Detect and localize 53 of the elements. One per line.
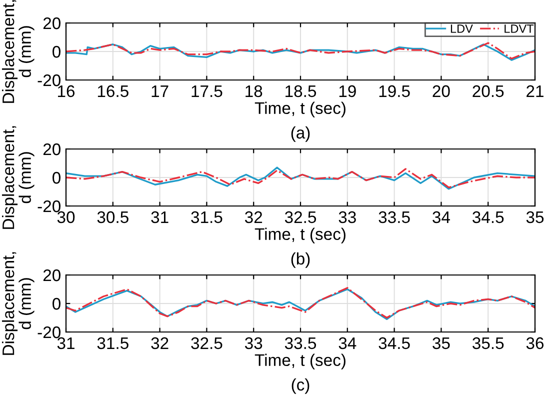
x-tick-label: 35.5 bbox=[472, 337, 504, 350]
x-tick-label: 21 bbox=[526, 85, 544, 97]
x-tick-label: 31 bbox=[151, 211, 168, 224]
y-tick-label: -20 bbox=[38, 74, 60, 86]
x-axis-title: Time, t (sec) bbox=[254, 102, 346, 118]
x-tick-label: 17 bbox=[152, 85, 168, 97]
legend-label: LDVT bbox=[504, 24, 534, 33]
y-tick-label: -20 bbox=[38, 326, 60, 338]
y-axis-title: Displacement, d (mm) bbox=[2, 126, 34, 229]
y-tick-label: 0 bbox=[52, 46, 60, 58]
text: (a) bbox=[291, 126, 310, 142]
x-tick-label: 31.5 bbox=[97, 337, 128, 350]
x-tick-label: 19.5 bbox=[379, 85, 410, 98]
x-tick-label: 32 bbox=[151, 337, 168, 350]
x-tick-label: 20 bbox=[432, 85, 450, 98]
x-tick-label: 32 bbox=[244, 211, 262, 224]
x-tick-label: 16 bbox=[58, 85, 75, 98]
x-tick-label: 17.5 bbox=[192, 85, 222, 98]
x-tick-label: 18.5 bbox=[286, 85, 316, 98]
x-tick-label: 16.5 bbox=[98, 85, 128, 98]
y-tick-label: 0 bbox=[52, 298, 60, 310]
x-tick-label: 20.5 bbox=[472, 85, 504, 98]
y-tick-label: 20 bbox=[43, 269, 60, 282]
legend-label: LDV bbox=[450, 24, 473, 33]
x-tick-label: 34.5 bbox=[472, 211, 504, 224]
x-tick-label: 32.5 bbox=[284, 211, 316, 224]
y-tick-label: -20 bbox=[38, 200, 60, 212]
x-tick-label: 36 bbox=[526, 337, 544, 350]
y-tick-label: 0 bbox=[52, 172, 60, 184]
x-tick-label: 35 bbox=[526, 211, 544, 224]
x-tick-label: 31 bbox=[57, 337, 74, 350]
text: (c) bbox=[292, 378, 310, 394]
x-axis-title: Time, t (sec) bbox=[254, 354, 346, 370]
x-tick-label: 30 bbox=[57, 211, 75, 224]
x-tick-label: 31.5 bbox=[191, 211, 222, 224]
x-tick-label: 33.5 bbox=[378, 211, 410, 224]
x-tick-label: 33 bbox=[338, 211, 356, 224]
y-tick-label: 20 bbox=[43, 17, 60, 30]
x-tick-label: 34 bbox=[432, 211, 450, 224]
x-tick-label: 18 bbox=[246, 85, 262, 98]
x-tick-label: 33.5 bbox=[284, 337, 316, 350]
y-tick-label: 20 bbox=[43, 143, 60, 156]
x-axis-title: Time, t (sec) bbox=[254, 228, 346, 244]
x-tick-label: 32.5 bbox=[191, 337, 222, 350]
y-axis-title: Displacement, d (mm) bbox=[2, 252, 34, 355]
x-tick-label: 19 bbox=[339, 85, 356, 98]
x-tick-label: 35 bbox=[432, 337, 450, 350]
x-tick-label: 33 bbox=[244, 337, 262, 350]
x-tick-label: 34 bbox=[338, 337, 356, 350]
x-tick-label: 34.5 bbox=[378, 337, 410, 350]
y-axis-title: Displacement, d (mm) bbox=[2, 0, 34, 103]
x-tick-label: 30.5 bbox=[97, 211, 128, 224]
text: (b) bbox=[291, 252, 310, 268]
